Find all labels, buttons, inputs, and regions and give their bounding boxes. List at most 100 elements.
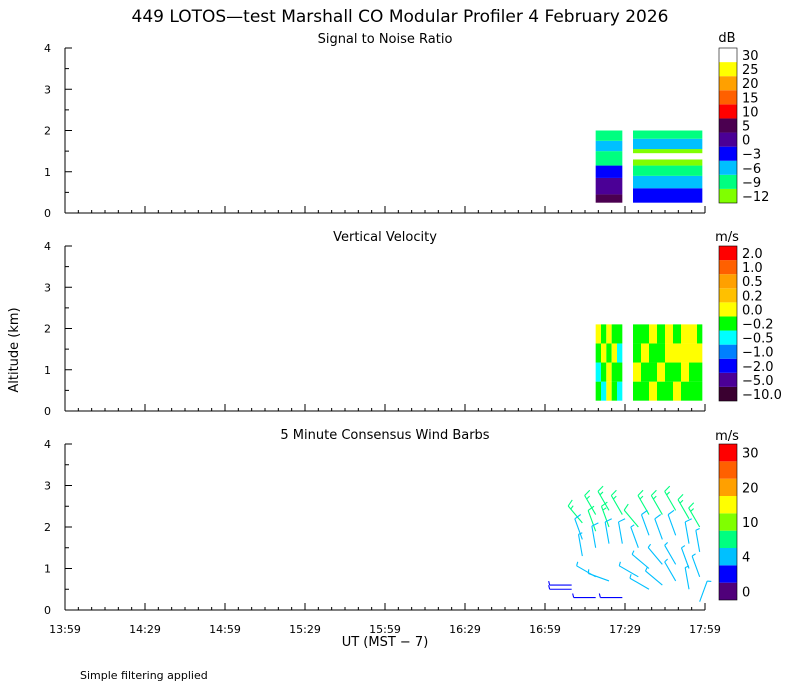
wind-barb	[604, 518, 612, 544]
snr-colorbar-label: 15	[742, 91, 759, 106]
velocity-cell	[689, 362, 697, 382]
velocity-cell	[673, 381, 681, 401]
wind-barb	[610, 489, 623, 515]
snr-panel-title: Signal to Noise Ratio	[318, 32, 453, 47]
wind-colorbar-swatch	[719, 444, 737, 462]
snr-colorbar-swatch	[719, 104, 737, 119]
wind-barb	[637, 489, 650, 515]
wind-barb	[548, 580, 572, 586]
wind-barb	[654, 514, 663, 540]
wind-barb-flag	[618, 518, 626, 523]
wind-barb-half-flag	[578, 532, 583, 535]
wind-barb-staff	[597, 491, 610, 511]
velocity-cell	[606, 362, 612, 382]
velocity-colorbar-label: 0.0	[742, 303, 763, 318]
wind-barb-flag	[650, 489, 657, 496]
velocity-colorbar-swatch	[719, 330, 737, 345]
velocity-cell	[617, 343, 623, 363]
wind-barb-staff	[588, 572, 610, 582]
snr-cell	[595, 140, 623, 152]
snr-cell	[633, 188, 703, 203]
wind-barb-half-flag	[586, 495, 591, 500]
wind-barb-staff	[667, 514, 677, 536]
wind-barb	[667, 509, 677, 536]
x-tick-label: 15:59	[369, 623, 401, 636]
snr-cell	[595, 165, 623, 178]
wind-barb-staff	[617, 521, 623, 544]
wind-barb	[617, 518, 626, 544]
wind-barb-half-flag	[647, 543, 652, 548]
wind-barb-flag	[684, 518, 692, 523]
y-tick-label: 3	[44, 83, 51, 96]
velocity-colorbar-swatch	[719, 344, 737, 359]
velocity-cell	[681, 343, 689, 363]
wind-colorbar-label: 4	[742, 551, 750, 566]
wind-colorbar-swatch	[719, 548, 737, 566]
wind-barb-half-flag	[548, 585, 551, 590]
wind-barb-staff	[587, 510, 597, 532]
velocity-cell	[665, 343, 673, 363]
snr-cell	[595, 130, 623, 141]
wind-barb-half-flag	[666, 491, 671, 496]
wind-barb-half-flag	[631, 550, 635, 555]
y-tick-label: 0	[44, 405, 51, 418]
wind-barb-half-flag	[630, 524, 635, 528]
y-tick-label: 4	[44, 42, 51, 55]
velocity-colorbar-swatch	[719, 358, 737, 373]
wind-barb-half-flag	[618, 561, 621, 566]
y-tick-label: 4	[44, 438, 51, 451]
velocity-colorbar-swatch	[719, 260, 737, 275]
wind-barb-flag	[597, 485, 604, 492]
velocity-colorbar-label: −2.0	[742, 360, 774, 375]
y-tick-label: 4	[44, 240, 51, 253]
wind-barb	[680, 545, 690, 569]
x-tick-label: 16:59	[529, 623, 561, 636]
wind-barb-flag	[637, 489, 644, 496]
snr-colorbar-label: −9	[742, 176, 761, 191]
snr-colorbar-swatch	[719, 146, 737, 161]
velocity-cell	[649, 343, 657, 363]
velocity-colorbar-swatch	[719, 246, 737, 261]
velocity-colorbar-swatch	[719, 302, 737, 317]
wind-barb-staff	[631, 553, 650, 569]
snr-colorbar-label: 30	[742, 49, 759, 64]
wind-barb-half-flag	[681, 545, 686, 549]
velocity-cell	[633, 381, 641, 401]
wind-barb-staff	[650, 495, 663, 515]
velocity-cell	[657, 343, 665, 363]
x-tick-label: 17:29	[609, 623, 641, 636]
wind-colorbar-swatch	[719, 496, 737, 514]
velocity-cell	[601, 381, 607, 401]
wind-colorbar-swatch	[719, 461, 737, 479]
velocity-colorbar-unit: m/s	[715, 230, 739, 245]
snr-colorbar-label: −12	[742, 190, 769, 205]
velocity-cell	[681, 381, 689, 401]
wind-barb	[647, 543, 663, 565]
wind-barb-half-flag	[679, 499, 684, 504]
wind-barb	[684, 565, 690, 590]
x-tick-label: 17:59	[689, 623, 721, 636]
wind-barb-half-flag	[570, 505, 574, 510]
wind-barb-half-flag	[684, 565, 690, 569]
wind-barb-flag	[604, 518, 612, 523]
wind-barb-half-flag	[598, 593, 601, 598]
snr-cell	[633, 175, 703, 189]
velocity-panel-title: Vertical Velocity	[333, 230, 437, 245]
wind-barb-staff	[629, 577, 650, 590]
wind-barb-staff	[654, 518, 663, 540]
velocity-colorbar-label: 0.5	[742, 275, 763, 290]
snr-colorbar-unit: dB	[718, 31, 735, 46]
wind-barb	[587, 505, 597, 532]
figure-title: 449 LOTOS—test Marshall CO Modular Profi…	[132, 7, 669, 27]
velocity-cell	[617, 381, 623, 401]
wind-barb-staff	[688, 507, 701, 528]
snr-cell	[633, 159, 703, 166]
wind-barb	[664, 558, 677, 582]
velocity-cell	[697, 362, 703, 382]
wind-barb-half-flag	[695, 528, 700, 531]
snr-colorbar-label: 25	[742, 63, 759, 78]
velocity-cell	[617, 362, 623, 382]
velocity-colorbar-swatch	[719, 274, 737, 289]
snr-colorbar-label: −3	[742, 148, 761, 163]
snr-cell	[633, 138, 703, 150]
